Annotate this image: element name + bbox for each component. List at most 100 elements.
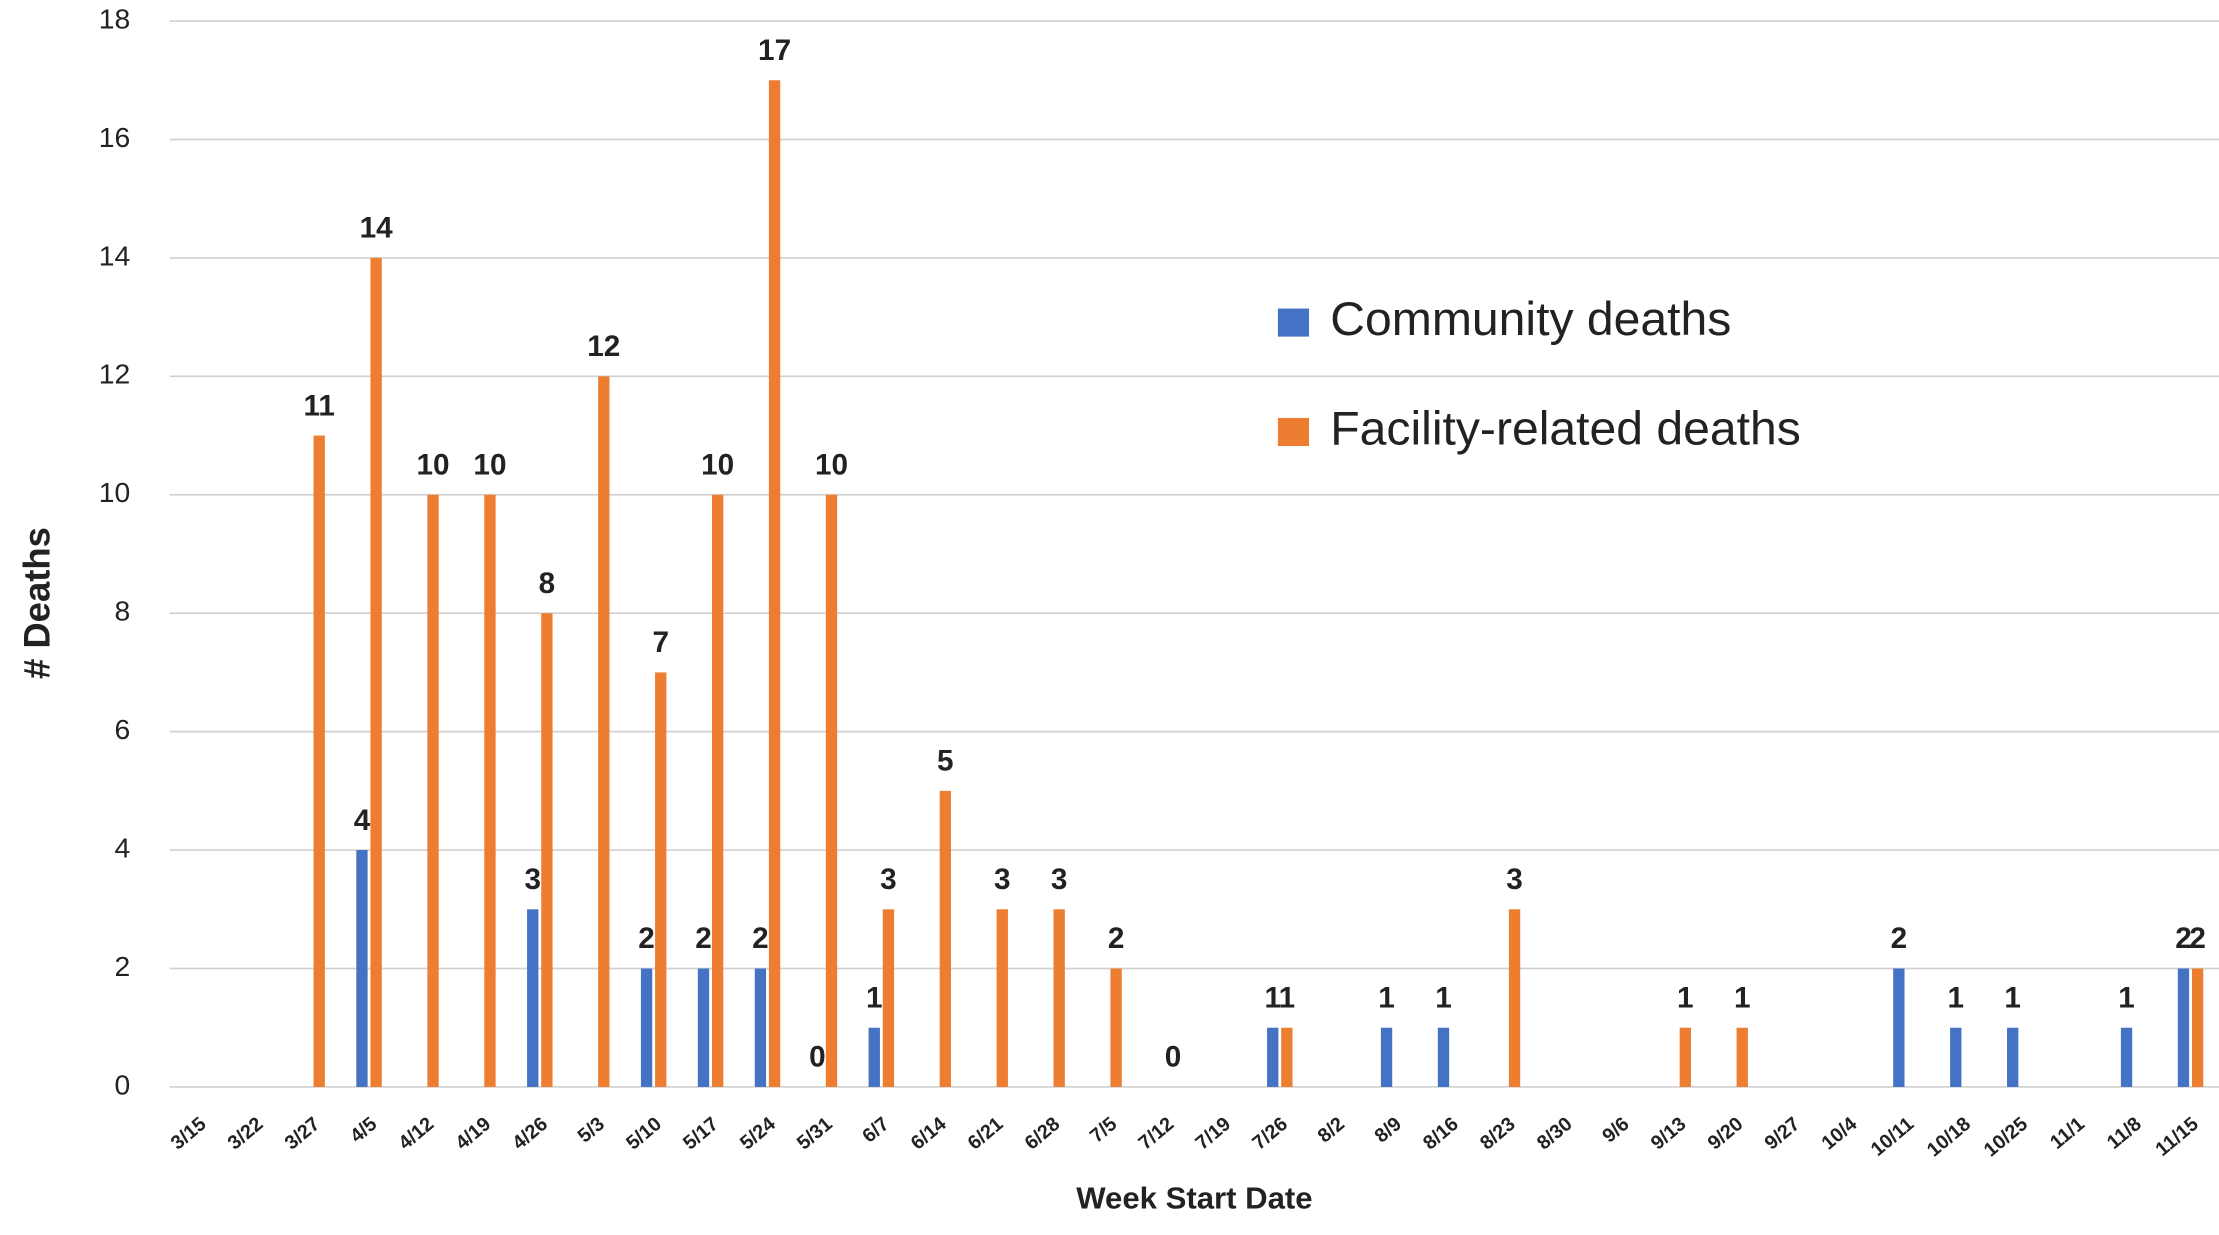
bar <box>370 257 382 1087</box>
bar <box>754 968 767 1087</box>
y-tick-label: 12 <box>99 358 130 390</box>
data-label: 7 <box>652 626 669 659</box>
bar <box>697 968 710 1087</box>
bar <box>2177 968 2190 1087</box>
x-tick-label: 9/20 <box>1704 1113 1748 1154</box>
data-label: 3 <box>880 863 897 896</box>
x-tick-label: 10/11 <box>1867 1113 1918 1161</box>
data-label: 17 <box>758 34 791 67</box>
x-tick-label: 3/15 <box>167 1113 211 1154</box>
x-tick-label: 7/19 <box>1191 1113 1235 1154</box>
bar <box>711 494 724 1087</box>
bar <box>825 494 838 1087</box>
bar <box>427 494 439 1087</box>
data-label: 10 <box>815 449 848 482</box>
y-tick-label: 0 <box>114 1068 130 1100</box>
bar <box>655 672 667 1087</box>
x-tick-label: 6/14 <box>907 1113 951 1154</box>
legend-swatch <box>1277 417 1310 446</box>
bar <box>484 494 496 1087</box>
x-tick-label: 9/27 <box>1761 1113 1805 1154</box>
data-label: 12 <box>587 330 620 363</box>
data-label: 2 <box>2189 922 2206 955</box>
bar <box>1281 1027 1293 1087</box>
bar <box>1950 1027 1962 1087</box>
data-label: 10 <box>473 449 506 482</box>
bar <box>1679 1027 1691 1087</box>
data-label: 3 <box>524 863 541 896</box>
x-tick-label: 11/8 <box>2103 1113 2146 1154</box>
data-label: 3 <box>1506 863 1523 896</box>
data-label: 10 <box>417 449 450 482</box>
legend-label: Community deaths <box>1330 293 1731 346</box>
data-label: 3 <box>994 863 1011 896</box>
x-tick-label: 8/23 <box>1476 1113 1520 1154</box>
data-label: 0 <box>1165 1041 1182 1074</box>
y-tick-label: 14 <box>99 239 130 271</box>
data-label: 1 <box>866 982 883 1015</box>
bar <box>1110 968 1122 1087</box>
data-label: 2 <box>1108 922 1125 955</box>
x-tick-label: 9/6 <box>1598 1113 1633 1147</box>
x-tick-label: 5/31 <box>793 1113 837 1154</box>
bar <box>768 80 781 1087</box>
data-label: 1 <box>1677 982 1694 1015</box>
bar <box>2007 1027 2019 1087</box>
legend-swatch <box>1277 308 1310 337</box>
x-axis-title: Week Start Date <box>1076 1181 1312 1216</box>
bar <box>640 968 653 1087</box>
bar <box>1437 1027 1450 1087</box>
x-tick-label: 4/12 <box>394 1113 438 1154</box>
x-tick-label: 5/24 <box>736 1113 780 1154</box>
x-tick-label: 6/7 <box>858 1113 893 1147</box>
x-tick-label: 8/2 <box>1314 1113 1349 1147</box>
x-tick-label: 11/15 <box>2151 1113 2202 1161</box>
data-label: 1 <box>1948 982 1965 1015</box>
y-tick-label: 18 <box>99 3 130 35</box>
y-axis-title: # Deaths <box>16 527 57 679</box>
bar <box>1736 1027 1748 1087</box>
bar <box>1267 1027 1279 1087</box>
data-label: 1 <box>2004 982 2021 1015</box>
y-tick-label: 6 <box>114 713 130 745</box>
data-label: 1 <box>1435 982 1452 1015</box>
x-tick-label: 4/19 <box>451 1113 495 1154</box>
y-tick-label: 4 <box>114 832 130 864</box>
data-label: 11 <box>303 389 334 422</box>
bar <box>1380 1027 1393 1087</box>
legend-label: Facility-related deaths <box>1330 403 1801 456</box>
bar <box>882 909 895 1087</box>
data-label: 3 <box>1051 863 1068 896</box>
data-label: 1 <box>2118 982 2135 1015</box>
x-tick-label: 5/3 <box>574 1113 609 1147</box>
x-tick-label: 5/17 <box>679 1113 723 1154</box>
x-tick-label: 7/5 <box>1086 1113 1121 1147</box>
bar <box>2191 968 2204 1087</box>
data-label: 5 <box>937 745 954 778</box>
x-tick-label: 7/12 <box>1134 1113 1178 1154</box>
x-tick-label: 8/30 <box>1533 1113 1577 1154</box>
bar <box>541 613 553 1087</box>
x-tick-label: 5/10 <box>622 1113 666 1154</box>
data-label: 10 <box>701 449 734 482</box>
bar <box>939 790 951 1087</box>
data-label: 2 <box>1891 922 1908 955</box>
x-tick-label: 7/26 <box>1248 1113 1292 1154</box>
data-label: 2 <box>695 922 712 955</box>
x-tick-label: 3/27 <box>281 1113 325 1154</box>
bar <box>598 376 610 1087</box>
data-label: 1 <box>1378 982 1395 1015</box>
data-label: 0 <box>809 1041 826 1074</box>
x-tick-label: 11/1 <box>2046 1113 2089 1154</box>
x-tick-label: 6/28 <box>1021 1113 1065 1154</box>
data-label: 1 <box>1279 982 1296 1015</box>
x-tick-label: 10/18 <box>1923 1113 1975 1161</box>
x-tick-label: 6/21 <box>964 1113 1008 1154</box>
x-tick-label: 9/13 <box>1647 1113 1691 1154</box>
y-tick-label: 16 <box>99 121 130 153</box>
data-label: 4 <box>354 804 371 837</box>
bar <box>2120 1027 2133 1087</box>
data-label: 14 <box>360 212 394 245</box>
bar <box>527 909 539 1087</box>
